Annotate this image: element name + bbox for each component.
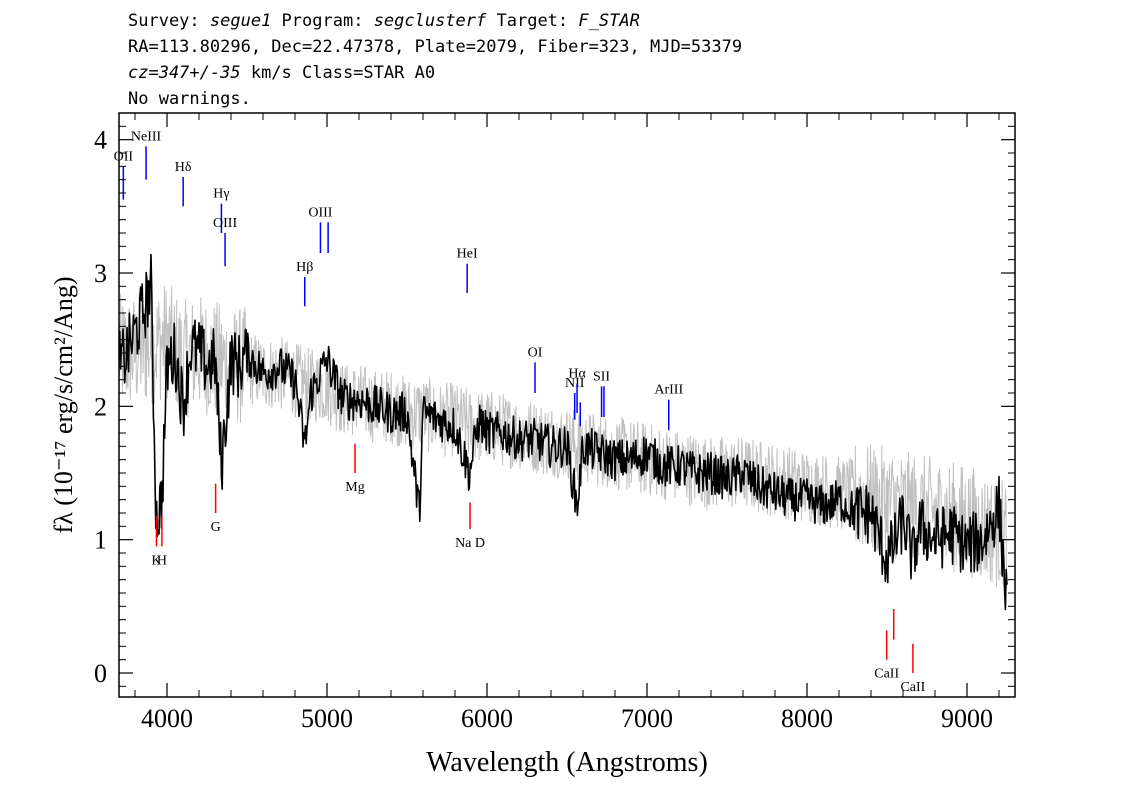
emission-line-label: ArIII (654, 383, 683, 398)
header-line-coords: RA=113.80296, Dec=22.47378, Plate=2079, … (128, 37, 743, 57)
emission-line-label: Hδ (175, 160, 192, 175)
spectrum-header: Survey: segue1 Program: segclusterf Targ… (128, 8, 742, 112)
emission-line-label: OI (528, 345, 543, 360)
x-tick-label: 6000 (461, 704, 513, 733)
emission-line-label: HeI (457, 247, 478, 262)
emission-line-label: NeIII (131, 129, 162, 144)
y-axis-label: fλ (10⁻¹⁷ erg/s/cm²/Ang) (49, 276, 78, 533)
emission-line-label: Hγ (213, 187, 229, 202)
absorption-line-label: K (151, 553, 161, 568)
flux-layer (119, 253, 1008, 611)
emission-line-label: Hα (568, 367, 586, 382)
emission-line-label: OII (114, 149, 134, 164)
absorption-line-label: CaII (874, 667, 899, 682)
x-tick-label: 5000 (301, 704, 353, 733)
emission-line-label: SII (593, 369, 610, 384)
x-tick-label: 7000 (621, 704, 673, 733)
absorption-line-label: G (211, 520, 221, 535)
absorption-line-label: Na D (455, 536, 485, 551)
emission-line-label: Hβ (296, 260, 313, 275)
header-line-warnings: No warnings. (128, 89, 251, 109)
survey-value: segue1 (209, 11, 272, 31)
redshift-value: cz=347+/-35 (128, 63, 241, 83)
header-line-redshift: cz=347+/-35 km/s Class=STAR A0 (128, 63, 436, 83)
axes: 4000 5000 6000 7000 8000 9000 0 1 2 3 4 (94, 113, 1015, 733)
header-line-survey: Survey: segue1 Program: segclusterf Targ… (128, 11, 640, 31)
y-tick-label: 3 (94, 259, 107, 288)
emission-line-label: NII (565, 376, 585, 391)
emission-line-label: OIII (213, 216, 237, 231)
noise-layer (119, 285, 1008, 588)
y-tick-label: 0 (94, 659, 107, 688)
x-tick-label: 8000 (781, 704, 833, 733)
y-tick-label: 2 (94, 392, 107, 421)
program-value: segclusterf (373, 11, 487, 31)
target-value: F_STAR (578, 11, 640, 31)
plot-frame (118, 112, 1016, 698)
x-tick-label: 4000 (141, 704, 193, 733)
emission-line-label: OIII (308, 205, 332, 220)
x-axis-label: Wavelength (Angstroms) (426, 747, 708, 778)
flux-series-line (119, 253, 1008, 611)
absorption-line-label: CaII (900, 680, 925, 695)
absorption-line-label: Mg (345, 480, 364, 495)
noise-series-line (119, 285, 1008, 588)
y-tick-label: 4 (94, 126, 107, 155)
x-tick-label: 9000 (941, 704, 993, 733)
absorption-line-label: H (157, 553, 167, 568)
y-tick-label: 1 (94, 526, 107, 555)
